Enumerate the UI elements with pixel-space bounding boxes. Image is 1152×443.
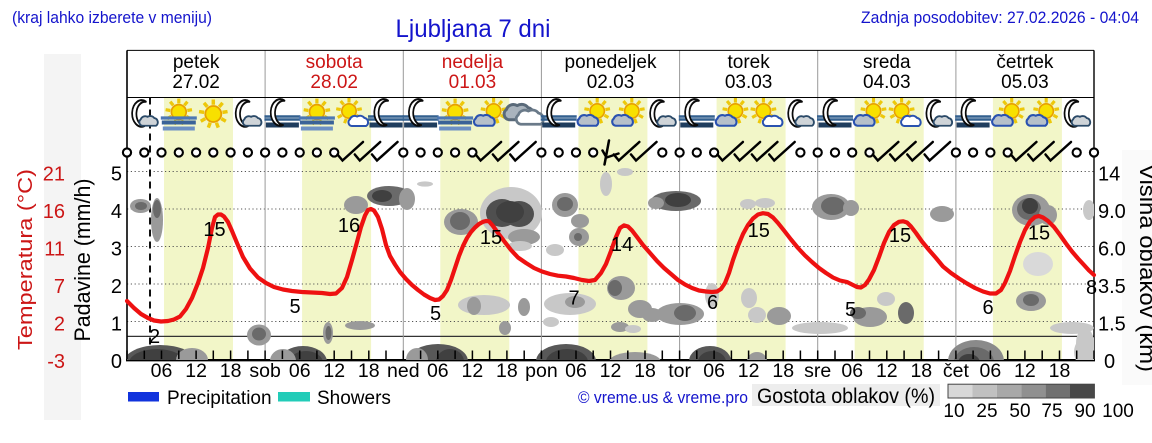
- svg-text:1: 1: [111, 314, 122, 336]
- svg-text:0: 0: [1104, 351, 1115, 373]
- svg-text:0: 0: [111, 351, 122, 373]
- svg-text:15: 15: [889, 225, 911, 247]
- svg-text:18: 18: [910, 360, 932, 382]
- svg-text:4: 4: [111, 201, 122, 223]
- svg-text:12: 12: [323, 360, 345, 382]
- svg-text:16: 16: [338, 215, 360, 237]
- svg-text:3: 3: [111, 239, 122, 261]
- svg-text:05.03: 05.03: [1001, 72, 1049, 93]
- svg-text:Višina oblakov (km): Višina oblakov (km): [1135, 164, 1152, 372]
- svg-text:04.03: 04.03: [863, 72, 911, 93]
- svg-text:10: 10: [943, 401, 964, 422]
- svg-text:06: 06: [151, 360, 173, 382]
- svg-text:16: 16: [43, 201, 65, 223]
- svg-text:2: 2: [111, 276, 122, 298]
- svg-text:28.02: 28.02: [310, 72, 358, 93]
- svg-text:7: 7: [54, 276, 65, 298]
- svg-text:5: 5: [111, 164, 122, 186]
- svg-text:5: 5: [289, 296, 300, 318]
- svg-text:Gostota oblakov (%): Gostota oblakov (%): [757, 385, 935, 408]
- svg-text:06: 06: [427, 360, 449, 382]
- svg-text:14: 14: [611, 234, 633, 256]
- svg-text:Temperatura (°C): Temperatura (°C): [15, 169, 37, 350]
- svg-text:21: 21: [43, 164, 65, 186]
- svg-text:27.02: 27.02: [172, 72, 220, 93]
- svg-text:12: 12: [738, 360, 760, 382]
- svg-text:8: 8: [1086, 277, 1097, 299]
- svg-text:tor: tor: [668, 360, 691, 382]
- svg-text:12: 12: [1014, 360, 1036, 382]
- svg-text:12: 12: [600, 360, 622, 382]
- svg-text:sobota: sobota: [306, 52, 363, 73]
- svg-text:6: 6: [707, 292, 718, 314]
- svg-text:06: 06: [841, 360, 863, 382]
- svg-text:15: 15: [1028, 223, 1050, 245]
- svg-text:pon: pon: [525, 360, 558, 382]
- svg-text:-3: -3: [47, 351, 65, 373]
- svg-text:01.03: 01.03: [449, 72, 497, 93]
- svg-text:06: 06: [289, 360, 311, 382]
- svg-text:Precipitation: Precipitation: [167, 388, 272, 409]
- svg-text:18: 18: [496, 360, 518, 382]
- svg-text:15: 15: [480, 227, 502, 249]
- svg-text:Padavine (mm/h): Padavine (mm/h): [70, 179, 95, 342]
- svg-text:6.0: 6.0: [1098, 239, 1126, 261]
- svg-text:3.5: 3.5: [1098, 276, 1126, 298]
- svg-text:75: 75: [1041, 401, 1062, 422]
- svg-text:11: 11: [44, 239, 65, 261]
- svg-text:2: 2: [149, 326, 160, 348]
- svg-text:25: 25: [976, 401, 997, 422]
- svg-text:06: 06: [703, 360, 725, 382]
- svg-text:18: 18: [220, 360, 242, 382]
- svg-text:5: 5: [430, 303, 441, 325]
- svg-text:18: 18: [1049, 360, 1071, 382]
- svg-text:četrtek: četrtek: [996, 52, 1054, 73]
- svg-text:06: 06: [980, 360, 1002, 382]
- svg-text:petek: petek: [173, 52, 220, 73]
- svg-text:1.5: 1.5: [1098, 314, 1126, 336]
- svg-text:50: 50: [1009, 401, 1030, 422]
- svg-text:6: 6: [982, 297, 993, 319]
- svg-text:sob: sob: [249, 360, 281, 382]
- svg-text:12: 12: [876, 360, 898, 382]
- svg-text:ned: ned: [387, 360, 420, 382]
- svg-text:čet: čet: [943, 360, 970, 382]
- svg-text:Zadnja posodobitev: 27.02.2026: Zadnja posodobitev: 27.02.2026 - 04:04: [861, 8, 1139, 27]
- svg-text:ponedeljek: ponedeljek: [565, 52, 657, 73]
- svg-text:100: 100: [1102, 401, 1134, 422]
- svg-text:15: 15: [203, 219, 225, 241]
- svg-text:nedelja: nedelja: [442, 52, 504, 73]
- svg-text:02.03: 02.03: [587, 72, 635, 93]
- svg-text:12: 12: [462, 360, 484, 382]
- svg-text:sre: sre: [804, 360, 831, 382]
- svg-text:90: 90: [1074, 401, 1095, 422]
- svg-text:06: 06: [565, 360, 587, 382]
- svg-text:sreda: sreda: [863, 52, 911, 73]
- svg-text:5: 5: [845, 299, 856, 321]
- svg-text:(kraj lahko izberete v meniju): (kraj lahko izberete v meniju): [12, 8, 212, 27]
- svg-text:7: 7: [568, 288, 579, 310]
- svg-text:© vreme.us & vreme.pro: © vreme.us & vreme.pro: [578, 388, 748, 407]
- svg-text:torek: torek: [727, 52, 770, 73]
- svg-text:15: 15: [748, 220, 770, 242]
- svg-text:Ljubljana 7 dni: Ljubljana 7 dni: [396, 15, 551, 43]
- svg-text:14: 14: [1098, 164, 1120, 186]
- svg-text:18: 18: [772, 360, 794, 382]
- svg-text:9.0: 9.0: [1098, 201, 1126, 223]
- svg-text:03.03: 03.03: [725, 72, 773, 93]
- svg-text:2: 2: [54, 314, 65, 336]
- svg-text:Showers: Showers: [317, 388, 391, 409]
- svg-text:12: 12: [185, 360, 207, 382]
- svg-text:18: 18: [634, 360, 656, 382]
- svg-text:18: 18: [358, 360, 380, 382]
